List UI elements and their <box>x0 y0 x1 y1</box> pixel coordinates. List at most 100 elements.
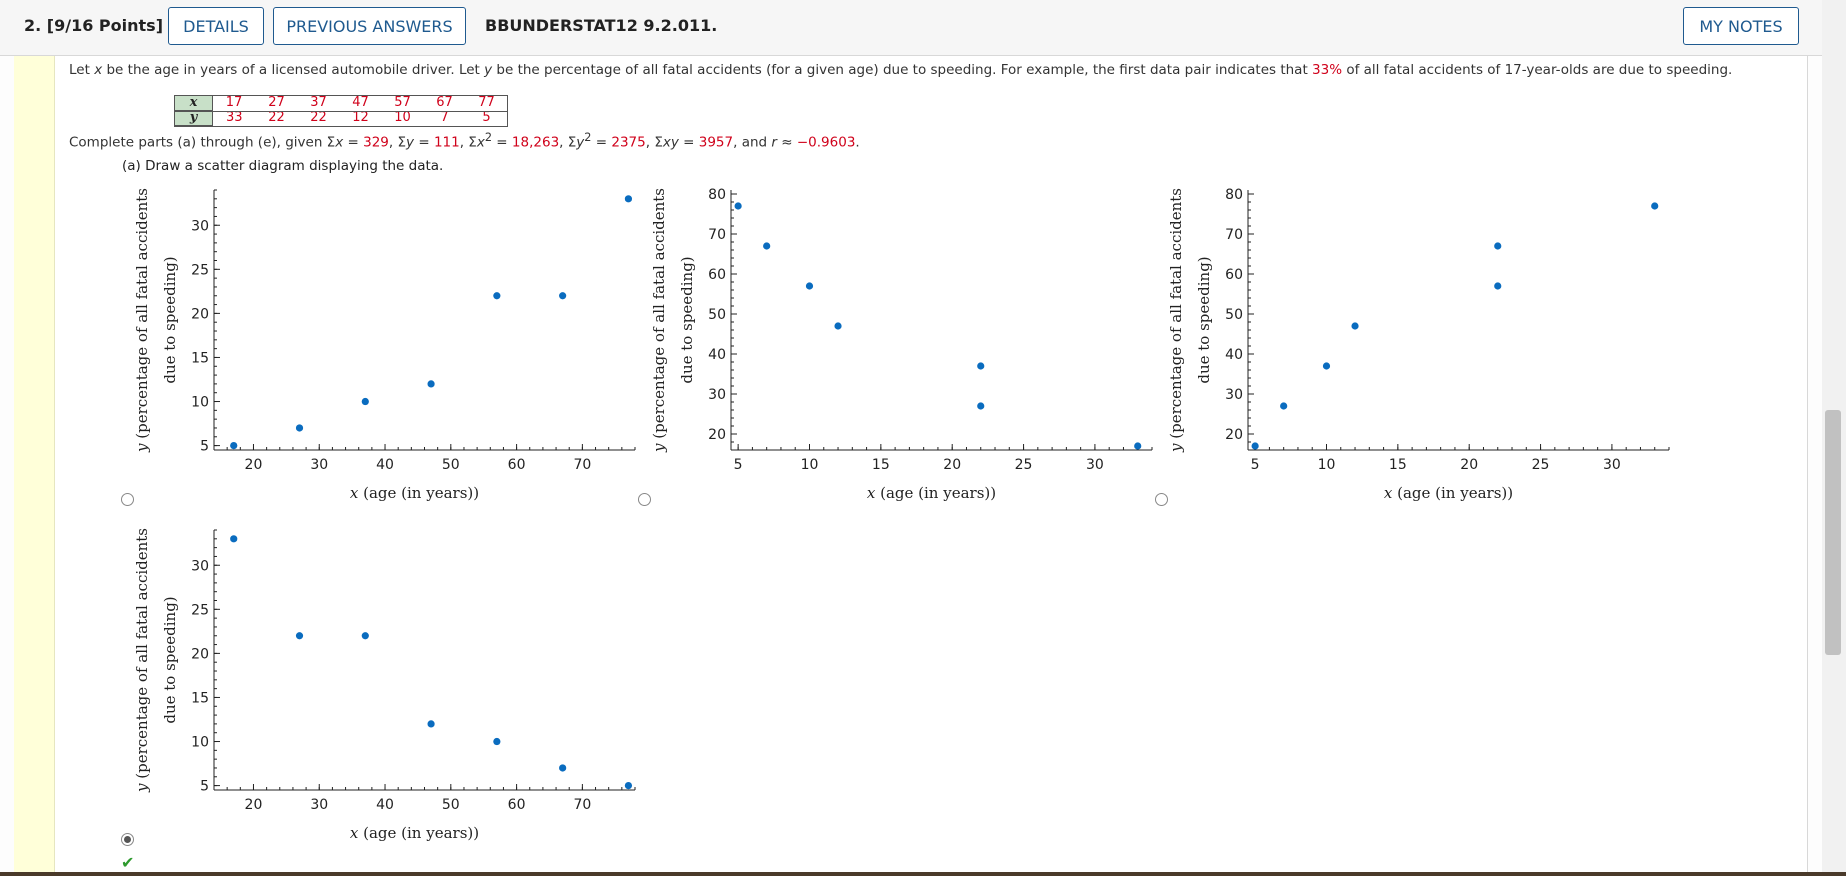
y-tick-label: 30 <box>708 387 726 403</box>
y-tick-label: 30 <box>191 218 209 234</box>
y-axis-label: y (percentage of all fatal accidents <box>650 188 668 453</box>
y-tick-label: 60 <box>708 267 726 283</box>
question-side-bar <box>14 56 55 876</box>
y-value: 5 <box>482 110 491 125</box>
y-tick-label: 15 <box>191 350 209 366</box>
scatter-option-4: 20 30 40 50 60 70 5 10 15 20 25 30 x (age (in years)… <box>133 528 636 842</box>
x-tick-label: 30 <box>1086 457 1104 473</box>
x-axis-label: x (age (in years)) <box>867 484 996 502</box>
y-tick-label: 25 <box>191 262 209 278</box>
y-tick-label: 20 <box>1225 427 1243 443</box>
y-tick-label: 70 <box>1225 227 1243 243</box>
x-tick-label: 5 <box>734 457 743 473</box>
scatter-point <box>763 242 771 250</box>
data-table-y-row: y 33 22 22 12 10 7 5 <box>174 110 508 126</box>
x-tick-label: 30 <box>1603 457 1621 473</box>
scatter-point <box>230 441 238 450</box>
y-tick-label: 10 <box>191 395 209 411</box>
y-value: 7 <box>440 110 449 125</box>
y-tick-label: 5 <box>200 439 209 455</box>
x-value: 77 <box>478 95 495 110</box>
y-tick-label: 30 <box>1225 387 1243 403</box>
scatter-point <box>427 720 435 728</box>
x-tick-label: 5 <box>1251 457 1260 473</box>
x-tick-label: 20 <box>943 457 961 473</box>
x-value: 67 <box>436 95 453 110</box>
scatter-point <box>734 202 742 210</box>
my-notes-button[interactable]: MY NOTES <box>1683 7 1799 45</box>
option-2-radio[interactable] <box>638 493 651 506</box>
scatter-point <box>559 292 567 300</box>
previous-answers-button[interactable]: PREVIOUS ANSWERS <box>273 7 466 45</box>
scatter-point <box>427 380 435 388</box>
y-tick-label: 20 <box>708 427 726 443</box>
x-tick-label: 15 <box>872 457 890 473</box>
x-value: 47 <box>352 95 369 110</box>
y-tick-label: 10 <box>191 735 209 751</box>
part-a-instruction: (a) Draw a scatter diagram displaying th… <box>122 158 444 174</box>
y-tick-label: 40 <box>708 347 726 363</box>
y-axis-label: y (percentage of all fatal accidents <box>133 528 151 793</box>
y-tick-label: 50 <box>708 307 726 323</box>
x-tick-label: 30 <box>310 457 328 473</box>
data-table-divider <box>174 111 508 112</box>
x-header: x <box>174 95 213 111</box>
scatter-point <box>559 764 567 772</box>
correct-check-icon: ✔ <box>121 853 135 872</box>
summary-statistics: Complete parts (a) through (e), given Σx… <box>69 131 860 151</box>
scatter-point <box>295 632 304 640</box>
x-value: 27 <box>268 95 285 110</box>
details-button[interactable]: DETAILS <box>168 7 264 45</box>
scatter-point <box>1134 442 1142 450</box>
y-tick-label: 50 <box>1225 307 1243 323</box>
option-4-radio[interactable] <box>121 833 134 846</box>
y-value: 10 <box>394 110 411 125</box>
y-tick-label: 80 <box>708 187 726 203</box>
x-tick-label: 40 <box>376 797 394 813</box>
y-axis-label-line2: due to speeding) <box>678 256 696 383</box>
y-axis-label: y (percentage of all fatal accidents <box>1167 188 1185 453</box>
scatter-point <box>1494 282 1502 290</box>
x-tick-label: 20 <box>1460 457 1478 473</box>
x-axis-label: x (age (in years)) <box>350 824 479 842</box>
y-value: 12 <box>352 110 369 125</box>
x-tick-label: 10 <box>801 457 819 473</box>
x-tick-label: 60 <box>508 457 526 473</box>
scatter-point <box>1651 202 1659 210</box>
scatter-point <box>1351 322 1359 330</box>
scrollbar-thumb[interactable] <box>1825 410 1841 655</box>
question-code: BBUNDERSTAT12 9.2.011. <box>485 16 718 35</box>
scatter-point <box>1280 402 1288 410</box>
x-tick-label: 20 <box>245 457 263 473</box>
y-tick-label: 20 <box>191 646 209 662</box>
y-axis-label-line2: due to speeding) <box>161 596 179 723</box>
scatter-point <box>295 424 304 432</box>
scatter-point <box>1251 442 1259 450</box>
y-axis-label-line2: due to speeding) <box>1195 256 1213 383</box>
y-axis-label: y (percentage of all fatal accidents <box>133 188 151 453</box>
question-content <box>55 56 1808 874</box>
option-1-radio[interactable] <box>121 493 134 506</box>
y-tick-label: 20 <box>191 306 209 322</box>
question-number-points: 2. [9/16 Points] <box>24 16 163 35</box>
x-tick-label: 25 <box>1532 457 1550 473</box>
scatter-point <box>493 737 501 746</box>
question-header: 2. [9/16 Points] DETAILS PREVIOUS ANSWER… <box>0 0 1846 56</box>
option-3-radio[interactable] <box>1155 493 1168 506</box>
x-tick-label: 70 <box>573 797 591 813</box>
y-value: 22 <box>268 110 285 125</box>
scatter-point <box>977 402 985 410</box>
y-tick-label: 60 <box>1225 267 1243 283</box>
x-tick-label: 10 <box>1318 457 1336 473</box>
x-tick-label: 30 <box>310 797 328 813</box>
x-value: 57 <box>394 95 411 110</box>
x-tick-label: 70 <box>573 457 591 473</box>
y-tick-label: 40 <box>1225 347 1243 363</box>
scatter-point <box>977 362 985 370</box>
x-tick-label: 50 <box>442 797 460 813</box>
scatter-option-2: 5 10 15 20 25 30 20 30 40 50 60 70 80 x (age (in year… <box>650 187 1153 502</box>
bottom-border <box>0 872 1846 876</box>
x-tick-label: 15 <box>1389 457 1407 473</box>
scatter-point <box>230 535 238 543</box>
x-tick-label: 40 <box>376 457 394 473</box>
